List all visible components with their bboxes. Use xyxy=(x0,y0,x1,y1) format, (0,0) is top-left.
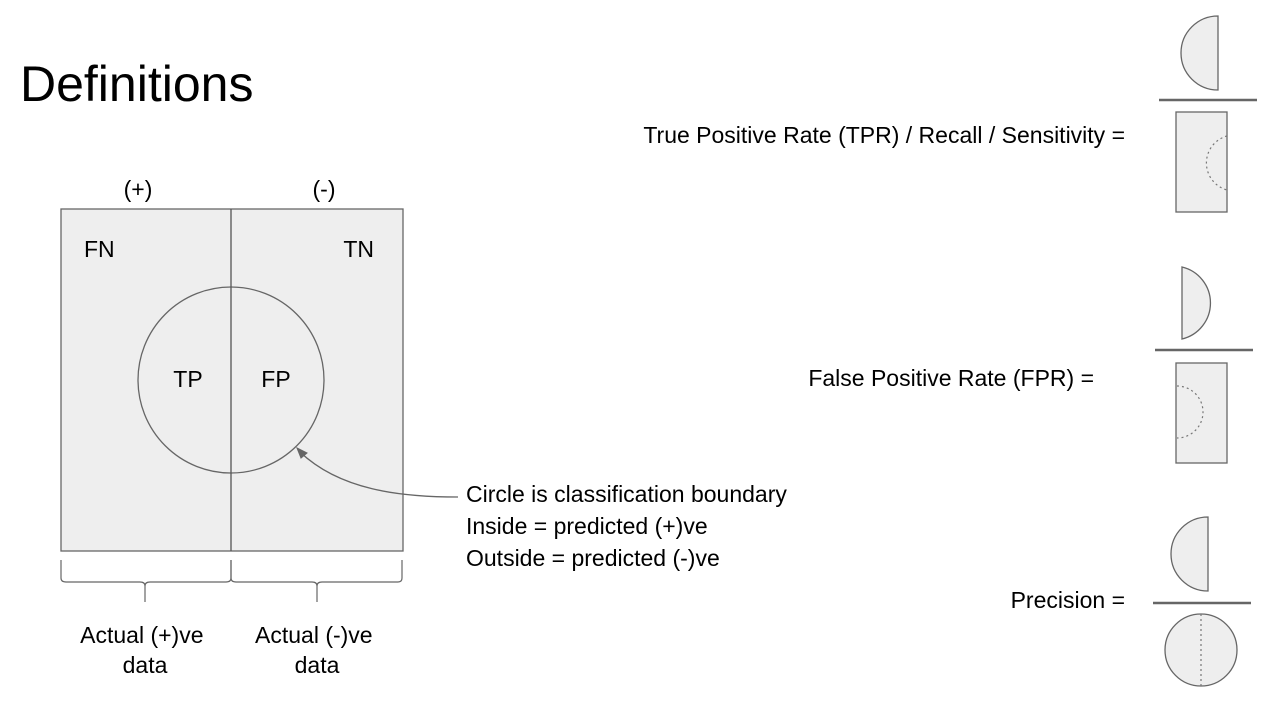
precision-label: Precision = xyxy=(1011,587,1125,613)
tpr-label: True Positive Rate (TPR) / Recall / Sens… xyxy=(643,122,1125,148)
annotation-line-3: Outside = predicted (-)ve xyxy=(466,545,720,571)
tpr-formula: True Positive Rate (TPR) / Recall / Sens… xyxy=(643,15,1257,213)
tpr-numerator-half-circle xyxy=(1180,15,1219,91)
tpr-dotted-half-circle xyxy=(1205,135,1228,191)
confusion-diagram: (+) (-) FN TN TP FP Actual (+)ve data Ac… xyxy=(60,176,404,678)
fpr-denominator-box xyxy=(1175,362,1228,464)
actual-negative-line-1: Actual (-)ve xyxy=(255,622,373,648)
actual-negative-label: Actual (-)ve data xyxy=(255,622,379,678)
fn-label: FN xyxy=(84,236,115,262)
slide-title: Definitions xyxy=(20,56,253,112)
tpr-denominator-box xyxy=(1175,111,1228,213)
actual-positive-line-2: data xyxy=(123,652,168,678)
actual-negative-line-2: data xyxy=(295,652,340,678)
actual-positive-label: Actual (+)ve data xyxy=(80,622,210,678)
precision-formula: Precision = xyxy=(1011,516,1251,687)
negative-data-brace xyxy=(230,560,403,602)
positive-data-brace xyxy=(60,560,232,602)
fpr-numerator-half-circle xyxy=(1181,266,1212,340)
fpr-dotted-half-circle xyxy=(1176,385,1204,439)
negative-header: (-) xyxy=(313,176,336,202)
annotation-text: Circle is classification boundary Inside… xyxy=(466,481,793,571)
fpr-formula: False Positive Rate (FPR) = xyxy=(808,266,1253,464)
positive-header: (+) xyxy=(124,176,153,202)
actual-positive-line-1: Actual (+)ve xyxy=(80,622,203,648)
fp-label: FP xyxy=(261,366,290,392)
annotation-arrow-head xyxy=(296,446,308,459)
precision-numerator-half-circle xyxy=(1170,516,1209,592)
tn-label: TN xyxy=(343,236,374,262)
tp-label: TP xyxy=(173,366,202,392)
annotation-line-2: Inside = predicted (+)ve xyxy=(466,513,708,539)
boundary-annotation: Circle is classification boundary Inside… xyxy=(296,446,793,571)
annotation-arrow-line xyxy=(299,451,459,498)
fpr-label: False Positive Rate (FPR) = xyxy=(808,365,1094,391)
annotation-line-1: Circle is classification boundary xyxy=(466,481,787,507)
